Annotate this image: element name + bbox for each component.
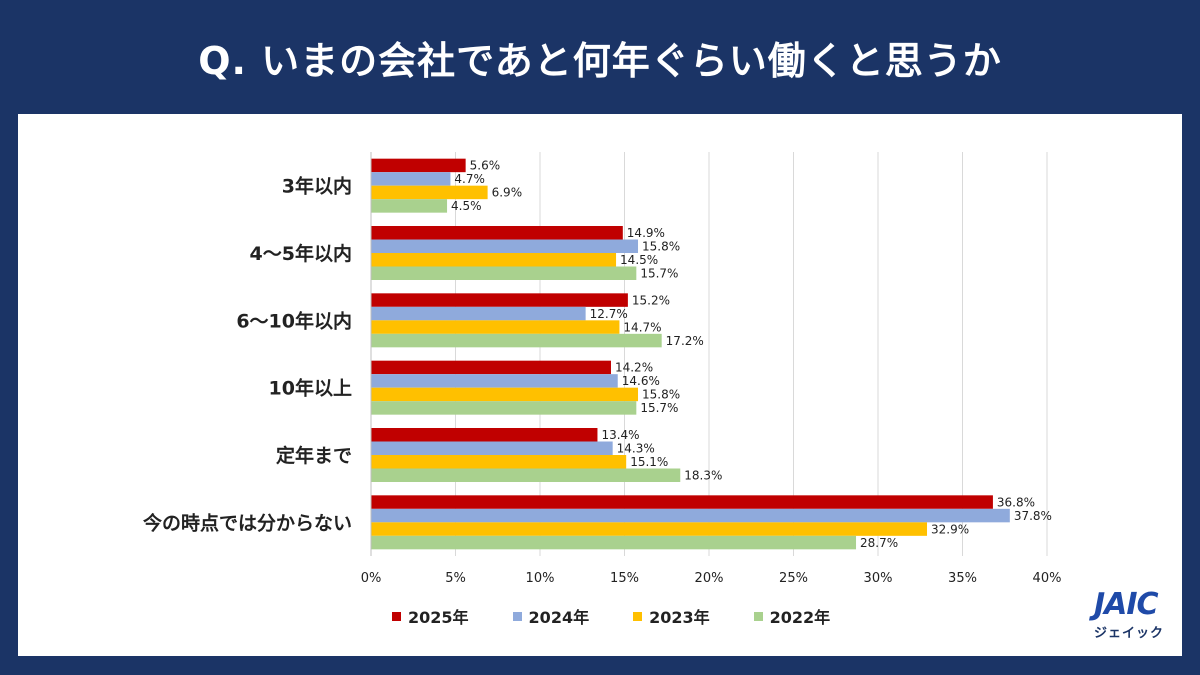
legend-swatch-3 [753,611,763,621]
bar-2-3 [371,333,662,348]
data-label-3-1: 14.6% [622,374,660,388]
legend-swatch-0 [392,611,401,621]
x-tick-label-35: 35% [948,571,977,586]
x-tick-label-10: 10% [526,571,555,586]
bar-0-0 [371,158,466,173]
bar-1-3 [371,266,637,280]
bar-0-1 [371,172,451,186]
data-label-4-1: 14.3% [617,442,655,456]
x-tick-label-25: 25% [779,571,808,586]
x-tick-label-20: 20% [695,571,724,586]
x-tick-label-40: 40% [1033,571,1062,586]
bar-3-2 [371,387,639,402]
category-label-5: 今の時点では分からない [142,511,352,534]
legend-item-2: 2023年 [633,604,710,628]
data-label-0-3: 4.5% [451,199,482,213]
data-label-3-3: 15.7% [640,401,678,415]
bar-5-0 [371,495,993,509]
x-tick-label-0: 0% [361,571,382,586]
data-label-1-0: 14.9% [627,226,665,240]
category-label-1: 4～5年以内 [250,242,352,265]
bar-1-0 [371,226,623,240]
logo-sub-text: ジェイック [1094,626,1165,641]
bar-2-0 [371,293,628,307]
data-label-2-1: 12.7% [590,307,628,321]
data-label-2-0: 15.2% [632,293,670,307]
legend-label-2: 2023年 [649,608,710,627]
chart-legend: 2025年 2024年 2023年 2022年 [392,604,830,628]
data-label-4-0: 13.4% [601,428,639,442]
data-label-0-1: 4.7% [454,172,485,186]
data-label-4-3: 18.3% [684,469,722,483]
data-label-2-2: 14.7% [623,320,661,334]
bar-2-2 [371,320,620,334]
data-label-1-1: 15.8% [642,240,680,254]
bar-2-1 [371,306,586,321]
data-label-1-3: 15.7% [640,267,678,281]
x-tick-label-30: 30% [864,571,893,586]
bar-5-1 [371,508,1010,523]
data-label-5-1: 37.8% [1014,509,1052,523]
data-label-1-2: 14.5% [620,253,658,267]
category-label-3: 10年以上 [269,377,352,400]
bar-3-1 [371,374,618,388]
legend-item-3: 2022年 [753,604,831,628]
data-label-0-2: 6.9% [492,186,523,200]
bar-4-0 [371,428,598,442]
bar-5-2 [371,522,928,536]
bar-4-3 [371,468,681,482]
legend-item-1: 2024年 [512,604,590,628]
bar-3-3 [371,401,637,415]
bar-1-1 [371,239,639,253]
bar-1-2 [371,253,617,267]
data-label-0-0: 5.6% [470,159,501,173]
legend-label-3: 2022年 [769,608,831,627]
logo-main-text: JAIC [1094,587,1159,622]
data-label-5-3: 28.7% [860,536,898,550]
category-label-2: 6～10年以内 [236,309,352,332]
data-label-5-2: 32.9% [931,522,969,536]
category-label-0: 3年以内 [282,175,352,198]
legend-label-1: 2024年 [528,608,590,627]
bar-5-3 [371,535,857,550]
data-label-5-0: 36.8% [997,495,1035,509]
jaic-logo: JAIC ジェイック [1094,590,1176,648]
page-title: Q. いまの会社であと何年ぐらい働くと思うか [198,38,1002,83]
legend-label-0: 2025年 [408,608,469,627]
bar-4-1 [371,441,613,455]
data-label-4-2: 15.1% [630,455,668,469]
data-label-3-0: 14.2% [615,361,653,375]
legend-swatch-2 [633,611,643,621]
legend-item-0: 2025年 [392,604,469,628]
bar-4-2 [371,455,627,469]
data-label-2-3: 17.2% [666,334,704,348]
x-tick-label-15: 15% [610,571,639,586]
bar-0-2 [371,185,488,200]
bar-0-3 [371,199,448,213]
bar-3-0 [371,360,611,375]
category-label-4: 定年まで [276,444,352,467]
x-tick-label-5: 5% [445,571,466,586]
data-label-3-2: 15.8% [642,388,680,402]
legend-swatch-1 [512,611,522,621]
